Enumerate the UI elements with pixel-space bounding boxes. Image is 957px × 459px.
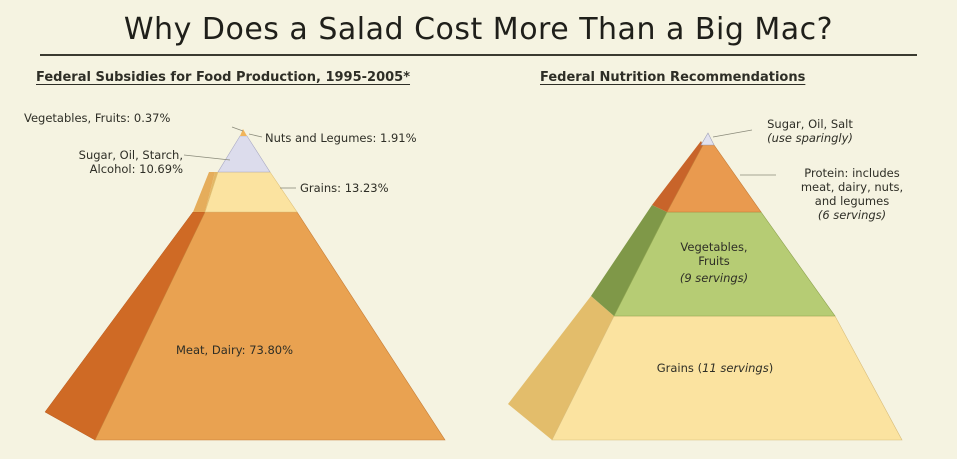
label-sugar-oil-salt-title: Sugar, Oil, Salt <box>767 117 853 131</box>
recommendations-subtitle: Federal Nutrition Recommendations <box>540 70 806 85</box>
label-protein: Protein: includes meat, dairy, nuts, and… <box>772 166 932 222</box>
label-protein-line2: meat, dairy, nuts, <box>800 180 904 194</box>
recommendations-pyramid <box>508 129 903 441</box>
title-divider <box>40 54 917 56</box>
label-grains: Grains: 13.23% <box>300 181 389 195</box>
subsidies-subtitle: Federal Subsidies for Food Production, 1… <box>36 70 411 85</box>
label-veg-line2: Fruits <box>698 254 730 268</box>
subsidies-pyramid <box>44 126 446 441</box>
label-veg-line1: Vegetables, <box>680 240 748 254</box>
protein-side-face <box>652 141 703 212</box>
grains-side-face <box>508 296 614 440</box>
nuts-legumes-segment <box>217 135 271 173</box>
label-sugar-line1: Sugar, Oil, Starch, <box>78 148 183 162</box>
label-nuts-legumes: Nuts and Legumes: 1.91% <box>265 131 417 145</box>
label-vegetables-fruits-rec: Vegetables, Fruits (9 servings) <box>650 240 778 285</box>
label-grains-rec: Grains (11 servings) <box>640 361 790 375</box>
vegfruit-side-face <box>591 205 667 316</box>
label-protein-line1: Protein: includes <box>804 166 900 180</box>
label-sugar-oil-salt-note: (use sparingly) <box>767 131 853 145</box>
label-grains-rec-a: Grains ( <box>656 361 703 375</box>
grains-layer <box>551 315 903 441</box>
label-grains-rec-servings: 11 servings <box>702 361 769 375</box>
sugar-oil-salt-layer <box>700 132 715 146</box>
label-veg-note: (9 servings) <box>679 271 749 285</box>
vegetables-fruits-segment <box>240 129 247 136</box>
label-sugar-oil-salt: Sugar, Oil, Salt (use sparingly) <box>745 117 875 145</box>
label-sugar-line2: Alcohol: 10.69% <box>89 162 183 176</box>
label-grains-rec-c: ) <box>768 361 774 375</box>
label-protein-line3: and legumes <box>814 194 890 208</box>
grains-segment <box>204 171 298 213</box>
label-meat-dairy: Meat, Dairy: 73.80% <box>176 343 294 357</box>
label-vegetables-fruits: Vegetables, Fruits: 0.37% <box>24 111 171 125</box>
label-sugar-oil-starch: Sugar, Oil, Starch, Alcohol: 10.69% <box>20 148 183 176</box>
sugar-oil-side <box>193 172 215 212</box>
label-protein-note: (6 servings) <box>817 208 887 222</box>
page-title: Why Does a Salad Cost More Than a Big Ma… <box>123 12 834 47</box>
